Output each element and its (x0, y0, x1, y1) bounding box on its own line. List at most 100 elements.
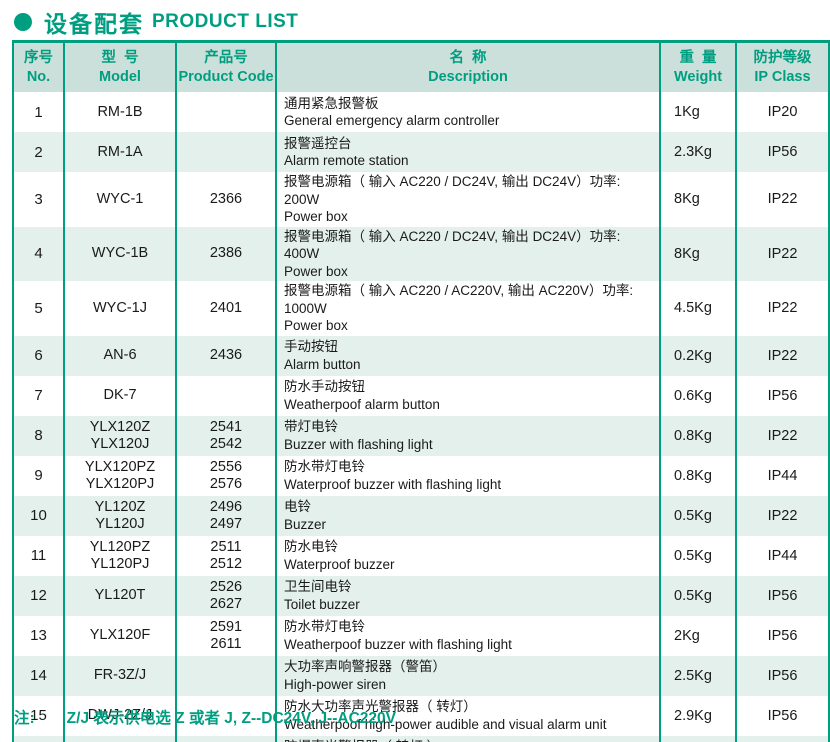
product-code-cell (175, 92, 277, 132)
table-row: 14 FR-3Z/J 大功率声响警报器（警笛） High-power siren… (12, 655, 830, 696)
description-en: High-power siren (284, 676, 387, 692)
description-en: Power box (284, 318, 348, 333)
table-row: 2 RM-1A 报警遥控台 Alarm remote station 2.3Kg… (12, 132, 830, 172)
product-code-cell: 2526 2627 (175, 575, 277, 616)
row-number: 12 (12, 575, 65, 616)
description-en: Alarm remote station (284, 153, 409, 168)
model-cell: DBJ-1Z/J (63, 735, 177, 742)
model-cell: AN-6 (63, 335, 177, 376)
header-description: 名 称 Description (275, 41, 661, 92)
product-code-cell: 2511 2512 (175, 535, 277, 576)
header-model: 型 号 Model (63, 41, 177, 92)
header-no: 序号 No. (12, 41, 65, 92)
ip-class-cell: IP44 (735, 455, 830, 496)
model-cell: DK-7 (63, 375, 177, 416)
ip-class-cell: IP56 (735, 575, 830, 616)
description-cell: 带灯电铃 Buzzer with flashing light (275, 415, 661, 456)
description-en: Buzzer (284, 516, 327, 532)
ip-class-cell: IP22 (735, 335, 830, 376)
table-row: 12 YL120T 2526 2627 卫生间电铃 Toilet buzzer … (12, 575, 830, 616)
footnote-label: 注: (14, 710, 35, 727)
description-en: Power box (284, 209, 348, 224)
table-row: 7 DK-7 防水手动按钮 Weatherpoof alarm button 0… (12, 375, 830, 416)
table-row: 3 WYC-1 2366 报警电源箱（ 输入 AC220 / DC24V, 输出… (12, 172, 830, 227)
weight-cell: 6Kg (659, 735, 737, 742)
product-code-cell: 2436 (175, 335, 277, 376)
description-cell: 防水电铃 Waterproof buzzer (275, 535, 661, 576)
table-row: 8 YLX120Z YLX120J 2541 2542 带灯电铃 Buzzer … (12, 415, 830, 456)
ip-class-cell: IP56 (735, 655, 830, 696)
ip-class-cell: IP56 (735, 615, 830, 656)
weight-cell: 1Kg (659, 92, 737, 132)
table-row: 6 AN-6 2436 手动按钮 Alarm button 0.2Kg IP22 (12, 335, 830, 376)
product-code-cell: 2556 2576 (175, 455, 277, 496)
description-cell: 防水带灯电铃 Weatherpoof buzzer with flashing … (275, 615, 661, 656)
description-zh: 防水电铃 (284, 539, 338, 554)
description-zh: 防水大功率声光警报器（ 转灯） (284, 699, 477, 714)
weight-cell: 4.5Kg (659, 281, 737, 336)
ip-class-cell: IP22 (735, 415, 830, 456)
product-code-cell (175, 375, 277, 416)
description-cell: 报警遥控台 Alarm remote station (275, 132, 661, 172)
weight-cell: 0.6Kg (659, 375, 737, 416)
description-cell: 报警电源箱（ 输入 AC220 / DC24V, 输出 DC24V）功率: 40… (275, 226, 661, 281)
product-code-cell: 2401 (175, 281, 277, 336)
row-number: 15 (12, 695, 65, 736)
description-zh: 报警电源箱（ 输入 AC220 / DC24V, 输出 DC24V）功率: 40… (284, 228, 632, 262)
weight-cell: 0.2Kg (659, 335, 737, 376)
product-code-cell (175, 735, 277, 742)
description-cell: 报警电源箱（ 输入 AC220 / AC220V, 输出 AC220V）功率: … (275, 281, 661, 336)
description-cell: 防爆声光警报器（ 转灯 ） Explosion-proof audible an… (275, 735, 661, 742)
footnote-text: Z/J 表示供电选 Z 或者 J, Z--DC24V, J--AC220V (66, 710, 396, 727)
row-number: 8 (12, 415, 65, 456)
weight-cell: 0.5Kg (659, 535, 737, 576)
table-row: 13 YLX120F 2591 2611 防水带灯电铃 Weatherpoof … (12, 615, 830, 656)
description-en: Waterproof buzzer with flashing light (284, 476, 502, 492)
ip-class-cell: IP44 (735, 535, 830, 576)
weight-cell: 0.5Kg (659, 575, 737, 616)
product-table: 序号 No. 型 号 Model 产品号 Product Code 名 称 De… (12, 40, 830, 742)
description-cell: 大功率声响警报器（警笛） High-power siren (275, 655, 661, 696)
model-cell: YL120Z YL120J (63, 495, 177, 536)
description-zh: 防爆声光警报器（ 转灯 ） (284, 738, 655, 742)
description-cell: 防水手动按钮 Weatherpoof alarm button (275, 375, 661, 416)
row-number: 4 (12, 226, 65, 281)
description-en: Weatherpoof high-power audible and visua… (284, 716, 607, 732)
table-row: 9 YLX120PZ YLX120PJ 2556 2576 防水带灯电铃 Wat… (12, 455, 830, 496)
description-cell: 电铃 Buzzer (275, 495, 661, 536)
ip-class-cell: IP22 (735, 172, 830, 227)
weight-cell: 2.9Kg (659, 695, 737, 736)
table-row: 11 YL120PZ YL120PJ 2511 2512 防水电铃 Waterp… (12, 535, 830, 576)
description-zh: 电铃 (284, 499, 311, 514)
description-zh: 防水带灯电铃 (284, 459, 365, 474)
weight-cell: 2.5Kg (659, 655, 737, 696)
description-en: Weatherpoof buzzer with flashing light (284, 636, 512, 652)
row-number: 13 (12, 615, 65, 656)
description-en: Buzzer with flashing light (284, 436, 433, 452)
ip-class-cell: IP22 (735, 495, 830, 536)
description-cell: 报警电源箱（ 输入 AC220 / DC24V, 输出 DC24V）功率: 20… (275, 172, 661, 227)
row-number: 11 (12, 535, 65, 576)
row-number: 1 (12, 92, 65, 132)
row-number: 14 (12, 655, 65, 696)
weight-cell: 0.8Kg (659, 415, 737, 456)
description-en: General emergency alarm controller (284, 113, 500, 128)
description-en: Waterproof buzzer (284, 556, 395, 572)
model-cell: WYC-1B (63, 226, 177, 281)
table-row: 4 WYC-1B 2386 报警电源箱（ 输入 AC220 / DC24V, 输… (12, 226, 830, 281)
table-row: 16 DBJ-1Z/J 防爆声光警报器（ 转灯 ） Explosion-proo… (12, 735, 830, 742)
ip-class-cell: IP56 (735, 132, 830, 172)
description-zh: 通用紧急报警板 (284, 95, 379, 111)
bullet-icon (14, 13, 32, 31)
ip-class-cell: IP56 (735, 375, 830, 416)
table-row: 5 WYC-1J 2401 报警电源箱（ 输入 AC220 / AC220V, … (12, 281, 830, 336)
description-zh: 报警遥控台 (284, 135, 352, 151)
model-cell: YLX120Z YLX120J (63, 415, 177, 456)
table-row: 1 RM-1B 通用紧急报警板 General emergency alarm … (12, 92, 830, 132)
page-title-zh: 设备配套 (44, 11, 144, 37)
model-cell: WYC-1J (63, 281, 177, 336)
weight-cell: 8Kg (659, 226, 737, 281)
model-cell: DWJ-2Z/J (63, 695, 177, 736)
description-en: Weatherpoof alarm button (284, 396, 440, 412)
model-cell: YL120PZ YL120PJ (63, 535, 177, 576)
